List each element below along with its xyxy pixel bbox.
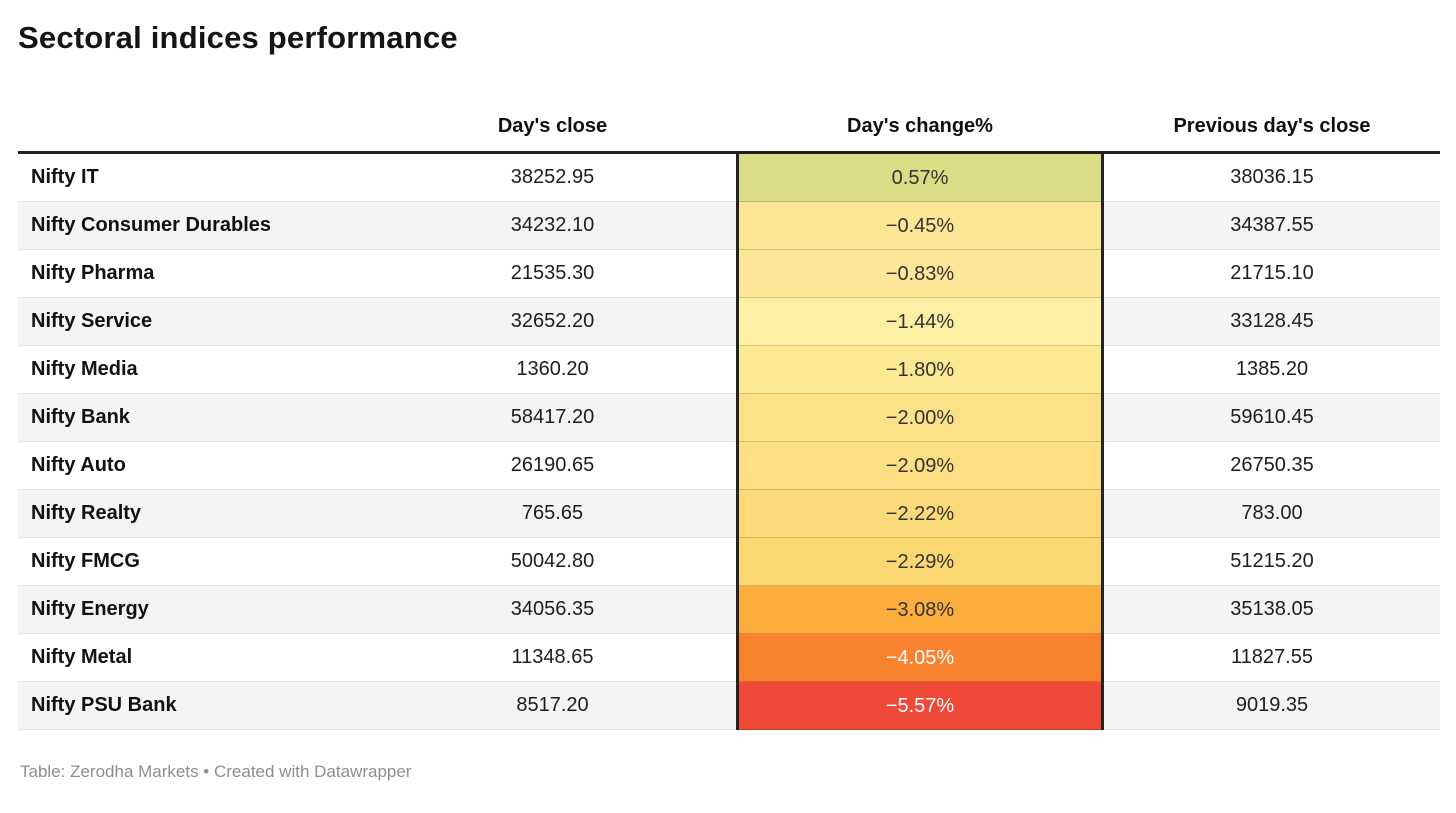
previous-days-close-cell: 38036.15 [1104,154,1440,202]
table-row: Nifty Service 32652.20 −1.44% 33128.45 [18,298,1440,346]
days-close-cell: 38252.95 [369,154,736,202]
days-change-cell: −2.22% [736,490,1104,538]
days-change-cell: −2.29% [736,538,1104,586]
days-change-cell: 0.57% [736,154,1104,202]
index-name-cell: Nifty Energy [18,586,369,634]
table-row: Nifty FMCG 50042.80 −2.29% 51215.20 [18,538,1440,586]
days-close-cell: 11348.65 [369,634,736,682]
index-name-cell: Nifty IT [18,154,369,202]
days-close-cell: 34056.35 [369,586,736,634]
previous-days-close-cell: 11827.55 [1104,634,1440,682]
previous-days-close-cell: 34387.55 [1104,202,1440,250]
index-name-cell: Nifty Metal [18,634,369,682]
days-change-cell: −2.00% [736,394,1104,442]
days-close-cell: 765.65 [369,490,736,538]
table-row: Nifty Media 1360.20 −1.80% 1385.20 [18,346,1440,394]
previous-days-close-cell: 59610.45 [1104,394,1440,442]
previous-days-close-cell: 51215.20 [1104,538,1440,586]
col-header-previous-days-close: Previous day's close [1173,115,1371,137]
table-row: Nifty Metal 11348.65 −4.05% 11827.55 [18,634,1440,682]
days-close-cell: 26190.65 [369,442,736,490]
index-name-cell: Nifty PSU Bank [18,682,369,730]
page: Sectoral indices performance Day's close… [0,20,1456,813]
previous-days-close-cell: 9019.35 [1104,682,1440,730]
previous-days-close-cell: 21715.10 [1104,250,1440,298]
index-name-cell: Nifty Bank [18,394,369,442]
days-change-cell: −1.80% [736,346,1104,394]
days-close-cell: 34232.10 [369,202,736,250]
days-change-cell: −1.44% [736,298,1104,346]
table-row: Nifty IT 38252.95 0.57% 38036.15 [18,154,1440,202]
index-name-cell: Nifty Service [18,298,369,346]
col-header-index-name [18,138,369,151]
sector-indices-table: Day's close Day's change% Previous day's… [18,98,1440,730]
index-name-cell: Nifty FMCG [18,538,369,586]
days-change-cell: −0.45% [736,202,1104,250]
table-row: Nifty PSU Bank 8517.20 −5.57% 9019.35 [18,682,1440,730]
days-close-cell: 58417.20 [369,394,736,442]
index-name-cell: Nifty Media [18,346,369,394]
table-row: Nifty Auto 26190.65 −2.09% 26750.35 [18,442,1440,490]
col-header-days-close: Day's close [497,115,608,137]
days-close-cell: 8517.20 [369,682,736,730]
days-close-cell: 1360.20 [369,346,736,394]
index-name-cell: Nifty Pharma [18,250,369,298]
index-name-cell: Nifty Consumer Durables [18,202,369,250]
days-close-cell: 21535.30 [369,250,736,298]
previous-days-close-cell: 783.00 [1104,490,1440,538]
table-row: Nifty Energy 34056.35 −3.08% 35138.05 [18,586,1440,634]
table-row: Nifty Bank 58417.20 −2.00% 59610.45 [18,394,1440,442]
days-close-cell: 32652.20 [369,298,736,346]
days-change-cell: −2.09% [736,442,1104,490]
table-row: Nifty Pharma 21535.30 −0.83% 21715.10 [18,250,1440,298]
index-name-cell: Nifty Auto [18,442,369,490]
days-change-cell: −0.83% [736,250,1104,298]
days-close-cell: 50042.80 [369,538,736,586]
page-title: Sectoral indices performance [18,20,458,55]
table-row: Nifty Realty 765.65 −2.22% 783.00 [18,490,1440,538]
table-body: Nifty IT 38252.95 0.57% 38036.15 Nifty C… [18,154,1440,730]
days-change-cell: −4.05% [736,634,1104,682]
table-header-row: Day's close Day's change% Previous day's… [18,98,1440,154]
index-name-cell: Nifty Realty [18,490,369,538]
previous-days-close-cell: 33128.45 [1104,298,1440,346]
table-attribution: Table: Zerodha Markets • Created with Da… [20,762,412,781]
table-row: Nifty Consumer Durables 34232.10 −0.45% … [18,202,1440,250]
days-change-cell: −3.08% [736,586,1104,634]
previous-days-close-cell: 35138.05 [1104,586,1440,634]
col-header-days-change: Day's change% [847,115,993,137]
previous-days-close-cell: 1385.20 [1104,346,1440,394]
previous-days-close-cell: 26750.35 [1104,442,1440,490]
days-change-cell: −5.57% [736,682,1104,730]
